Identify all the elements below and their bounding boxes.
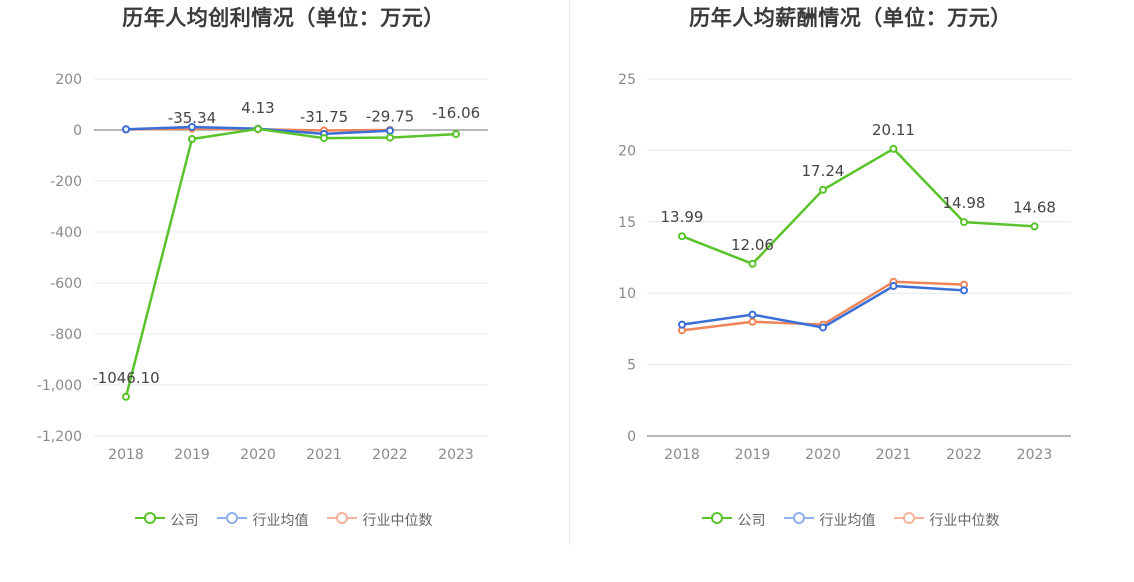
x-tick-label: 2022 [946, 447, 982, 463]
data-label: -31.75 [300, 108, 348, 126]
data-label: 14.68 [1013, 198, 1056, 216]
data-point[interactable] [188, 135, 196, 144]
x-tick-label: 2020 [805, 447, 841, 463]
data-point[interactable] [748, 259, 757, 268]
panel-divider [569, 0, 570, 545]
y-tick-label: -800 [50, 327, 82, 343]
data-point[interactable] [748, 317, 757, 326]
data-point[interactable] [819, 185, 827, 194]
salary-chart-panel: 历年人均薪酬情况（单位：万元） 25 20 15 10 5 0 2018 2019 2020 20… [567, 0, 1134, 582]
x-tick-label: 2023 [438, 447, 474, 463]
y-tick-label: 20 [618, 143, 636, 159]
data-label: 4.13 [241, 99, 274, 117]
legend-item-industry-median[interactable]: 行业中位数 [893, 510, 1000, 530]
data-point[interactable] [960, 218, 968, 227]
data-point[interactable] [960, 286, 968, 295]
x-tick-label: 2022 [372, 447, 408, 463]
y-tick-label: -200 [50, 174, 82, 190]
x-tick-label: 2019 [174, 447, 210, 463]
legend-item-industry-median[interactable]: 行业中位数 [326, 510, 433, 530]
y-tick-label: 15 [618, 215, 636, 231]
data-label: -29.75 [366, 108, 414, 126]
legend-marker-icon [216, 511, 247, 529]
data-point[interactable] [678, 320, 686, 329]
y-tick-label: 10 [618, 286, 636, 302]
y-tick-label: 5 [627, 358, 636, 374]
data-point[interactable] [386, 133, 394, 142]
data-point[interactable] [386, 126, 394, 135]
legend-marker-icon [783, 511, 814, 529]
x-tick-label: 2018 [664, 447, 700, 463]
legend-marker-icon [701, 511, 732, 529]
legend: 公司 行业均值 行业中位数 [567, 510, 1134, 530]
x-tick-label: 2018 [108, 447, 144, 463]
y-tick-label: 25 [618, 72, 636, 88]
legend-marker-icon [134, 511, 165, 529]
x-tick-label: 2020 [240, 447, 276, 463]
legend-label: 公司 [737, 513, 766, 529]
data-label: -35.34 [168, 109, 216, 127]
y-tick-label: 0 [73, 123, 82, 139]
x-tick-label: 2021 [876, 447, 912, 463]
data-point[interactable] [320, 134, 328, 143]
chart-title: 历年人均薪酬情况（单位：万元） [689, 6, 1012, 30]
legend: 公司 行业均值 行业中位数 [0, 510, 567, 530]
legend-marker-icon [893, 511, 924, 529]
data-point[interactable] [889, 282, 898, 291]
data-label: 13.99 [661, 208, 704, 226]
legend-label: 公司 [170, 513, 199, 529]
y-tick-label: 200 [55, 72, 82, 88]
data-point[interactable] [122, 125, 130, 134]
legend-item-industry-mean[interactable]: 行业均值 [783, 510, 876, 530]
data-label: -16.06 [432, 104, 480, 122]
y-tick-label: -400 [50, 225, 82, 241]
legend-item-company[interactable]: 公司 [701, 510, 766, 530]
data-point[interactable] [889, 144, 898, 153]
y-tick-label: -1,000 [37, 378, 82, 394]
legend-item-industry-mean[interactable]: 行业均值 [216, 510, 309, 530]
salary-chart: 25 20 15 10 5 0 2018 2019 2020 2021 2022 2023 13.99 1… [618, 72, 1071, 463]
data-label: 14.98 [943, 194, 986, 212]
legend-marker-icon [326, 511, 357, 529]
legend-label: 行业中位数 [362, 513, 433, 529]
data-point[interactable] [678, 232, 686, 241]
legend-label: 行业中位数 [929, 513, 1000, 529]
series-line [681, 147, 1035, 266]
data-point[interactable] [188, 122, 196, 131]
x-tick-label: 2023 [1017, 447, 1053, 463]
profit-chart-panel: 历年人均创利情况（单位：万元） 200 0 -200 -400 -600 -800 -1,0… [0, 6, 567, 530]
data-point[interactable] [1030, 222, 1039, 231]
data-label: -1046.10 [92, 369, 159, 387]
profit-chart: 200 0 -200 -400 -600 -800 -1,000 -1,200 2018 2019… [37, 72, 488, 463]
data-label: 20.11 [872, 121, 915, 139]
data-point[interactable] [452, 130, 460, 139]
x-tick-label: 2021 [306, 447, 342, 463]
legend-label: 行业均值 [252, 513, 309, 529]
data-point[interactable] [122, 392, 130, 401]
series-line [124, 127, 457, 398]
y-tick-label: -1,200 [37, 429, 82, 445]
data-point[interactable] [748, 310, 757, 319]
data-label: 17.24 [802, 162, 845, 180]
chart-title: 历年人均创利情况（单位：万元） [122, 6, 445, 30]
x-tick-label: 2019 [735, 447, 771, 463]
legend-item-company[interactable]: 公司 [134, 510, 199, 530]
data-point[interactable] [254, 124, 262, 133]
data-label: 12.06 [731, 236, 774, 254]
legend-label: 行业均值 [819, 513, 876, 529]
y-tick-label: 0 [627, 429, 636, 445]
y-tick-label: -600 [50, 276, 82, 292]
data-point[interactable] [819, 323, 827, 332]
